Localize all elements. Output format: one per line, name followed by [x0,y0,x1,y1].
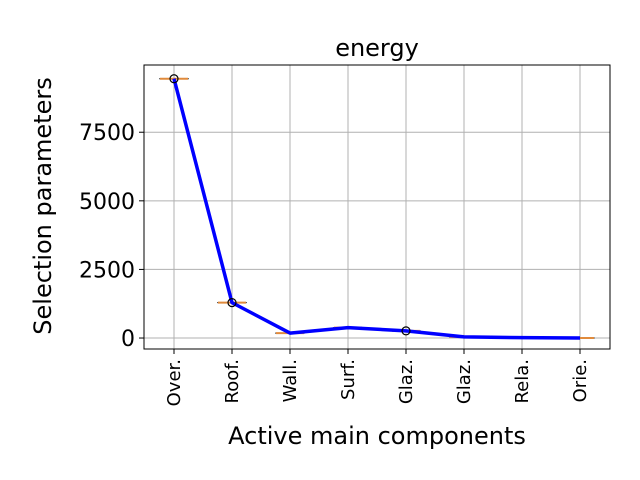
y-tick-label: 5000 [79,190,135,215]
series-lines [172,78,581,340]
series-line [172,78,581,340]
x-tick-label: Roof. [222,359,243,403]
x-tick-label: Wall. [280,359,301,402]
x-tick-label: Orie. [570,359,591,402]
box-medians [159,77,595,340]
outlier-marker [401,326,411,336]
y-tick-label: 2500 [79,258,135,283]
outlier-marker [227,298,237,308]
y-tick-label: 0 [121,327,135,352]
grid-lines [144,65,610,349]
y-tick-label: 7500 [79,121,135,146]
x-ticks: Over. Roof. Wall. Surf. Glaz. Glaz. Rela. Orie. [164,349,591,406]
x-tick-label: Glaz. [454,359,475,404]
y-axis-label: Selection parameters [29,77,57,334]
x-tick-label: Over. [164,359,185,406]
plot-frame [143,64,611,350]
x-tick-label: Surf. [338,359,359,400]
outlier-markers [169,74,411,336]
y-ticks: 0 2500 5000 7500 [79,121,144,352]
chart-title: energy [335,34,419,62]
x-tick-label: Glaz. [396,359,417,404]
outlier-marker [169,74,179,84]
x-axis-label: Active main components [228,422,526,450]
x-tick-label: Rela. [512,359,533,404]
